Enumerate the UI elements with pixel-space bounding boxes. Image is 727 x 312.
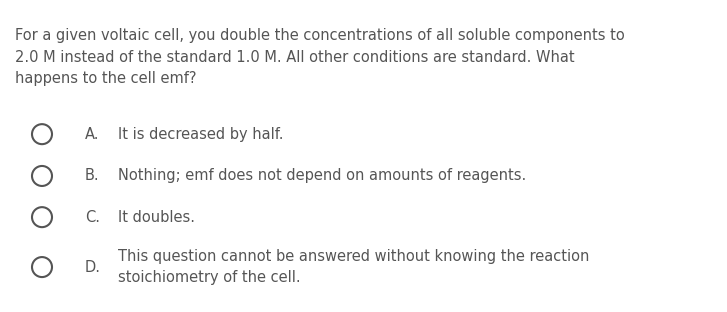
Text: It doubles.: It doubles. [118, 210, 195, 225]
Text: It is decreased by half.: It is decreased by half. [118, 127, 284, 142]
Text: Nothing; emf does not depend on amounts of reagents.: Nothing; emf does not depend on amounts … [118, 168, 526, 183]
Text: A.: A. [85, 127, 100, 142]
Text: B.: B. [85, 168, 100, 183]
Text: C.: C. [85, 210, 100, 225]
Text: This question cannot be answered without knowing the reaction
stoichiometry of t: This question cannot be answered without… [118, 249, 590, 285]
Text: For a given voltaic cell, you double the concentrations of all soluble component: For a given voltaic cell, you double the… [15, 28, 624, 86]
Text: D.: D. [85, 260, 101, 275]
